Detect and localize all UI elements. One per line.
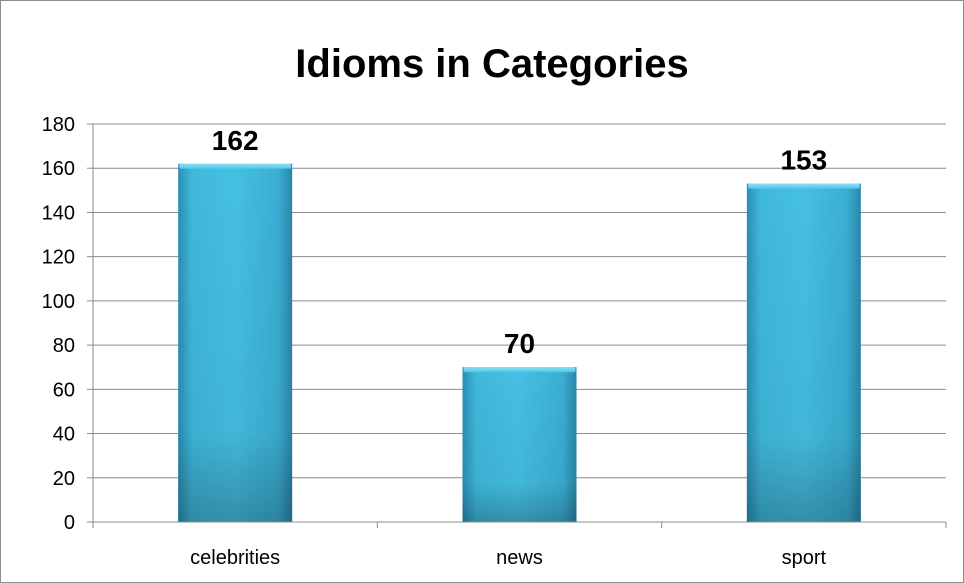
y-tick-label: 20 — [53, 468, 75, 490]
y-tick-label: 180 — [42, 114, 75, 136]
bar-news — [462, 367, 577, 522]
data-label-news: 70 — [504, 328, 535, 359]
data-label-sport: 153 — [780, 145, 827, 176]
y-tick-label: 100 — [42, 291, 75, 313]
chart-title: Idioms in Categories — [295, 42, 688, 86]
y-tick-label: 120 — [42, 247, 75, 269]
bar-shade — [178, 163, 293, 523]
x-category-label: news — [496, 547, 543, 569]
y-tick-label: 140 — [42, 202, 75, 224]
bar-sport — [746, 183, 861, 522]
axes — [87, 123, 947, 528]
y-tick-label: 80 — [53, 335, 75, 357]
bar-shade — [746, 183, 861, 522]
bars — [178, 163, 861, 523]
bar-bevel — [179, 163, 292, 169]
x-category-label: sport — [782, 547, 827, 569]
bar-celebrities — [178, 163, 293, 523]
x-category-label: celebrities — [190, 547, 280, 569]
y-tick-label: 0 — [64, 512, 75, 534]
y-tick-label: 40 — [53, 424, 75, 446]
bar-bevel — [747, 183, 860, 189]
bar-bevel — [463, 367, 576, 373]
x-axis-category-labels: celebrities news sport — [190, 547, 826, 569]
bar-shade — [462, 367, 577, 522]
data-labels: 162 70 153 — [212, 125, 827, 359]
data-label-celebrities: 162 — [212, 125, 259, 156]
y-axis-tick-labels: 0 20 40 60 80 100 120 140 160 180 — [42, 114, 75, 534]
y-tick-label: 60 — [53, 379, 75, 401]
y-tick-label: 160 — [42, 158, 75, 180]
